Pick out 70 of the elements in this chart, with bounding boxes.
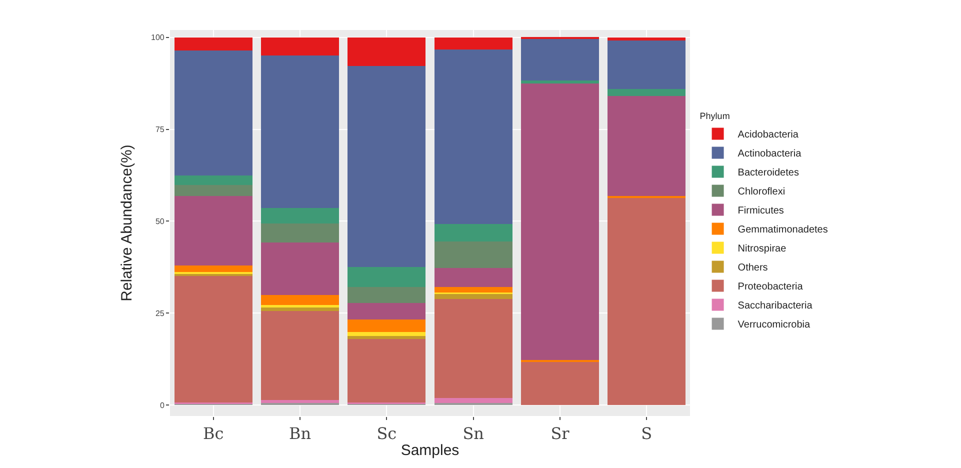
legend-label: Others	[738, 262, 768, 274]
bar	[434, 398, 512, 404]
legend-label: Chloroflexi	[738, 186, 786, 198]
bar	[434, 299, 512, 398]
legend-label: Gemmatimonadetes	[738, 224, 828, 236]
bar	[521, 80, 599, 84]
bar	[174, 184, 252, 196]
legend-label: Acidobacteria	[738, 130, 799, 141]
legend-label: Nitrospirae	[738, 244, 787, 255]
y-tick-label: 50	[155, 216, 165, 226]
bar	[521, 83, 599, 360]
bar	[608, 96, 686, 196]
y-tick-label: 100	[151, 33, 165, 42]
legend-label: Actinobacteria	[738, 148, 802, 160]
y-tick-label: 25	[155, 308, 165, 318]
bar	[348, 267, 426, 287]
bar	[434, 286, 512, 292]
bar	[261, 295, 339, 305]
bar	[261, 223, 339, 242]
bar	[348, 66, 426, 268]
bar	[608, 89, 686, 96]
bar	[348, 339, 426, 402]
y-tick-label: 0	[160, 400, 165, 410]
bar	[348, 286, 426, 304]
bar	[348, 37, 426, 66]
x-tick-label: Sn	[462, 424, 484, 444]
bar	[174, 265, 252, 272]
bar	[174, 272, 252, 274]
legend-label: Saccharibacteria	[738, 300, 813, 312]
bar	[174, 176, 252, 185]
legend-label: Verrucomicrobia	[738, 320, 810, 331]
x-tick-label: Sr	[550, 424, 570, 444]
x-tick-label: Bc	[202, 424, 224, 444]
bar	[434, 268, 512, 287]
bar	[608, 40, 686, 90]
bar	[521, 361, 599, 405]
bar	[434, 294, 512, 300]
x-tick-label: S	[641, 424, 652, 444]
bar	[348, 303, 426, 320]
bar	[434, 49, 512, 224]
bar	[521, 38, 599, 81]
bar	[261, 308, 339, 312]
bar	[434, 224, 512, 242]
bar	[261, 242, 339, 296]
bar	[261, 304, 339, 308]
legend-label: Bacteroidetes	[738, 168, 799, 179]
bar	[261, 311, 339, 400]
bar	[608, 37, 686, 41]
y-axis-title: Relative Abundance(%)	[118, 144, 136, 302]
bar	[261, 55, 339, 208]
bar	[348, 336, 426, 340]
bar	[261, 37, 339, 56]
x-axis-title: Samples	[400, 442, 460, 460]
bar	[174, 37, 252, 51]
bar	[348, 319, 426, 332]
x-tick-label: Bn	[288, 424, 312, 444]
x-tick-label: Sc	[376, 424, 397, 444]
bar	[174, 196, 252, 266]
bar	[174, 276, 252, 402]
bar	[434, 241, 512, 268]
legend-label: Firmicutes	[738, 206, 784, 217]
bar	[261, 400, 339, 404]
y-tick-label: 75	[155, 125, 165, 134]
bar	[348, 332, 426, 336]
bar	[608, 197, 686, 405]
legend-label: Proteobacteria	[738, 282, 804, 293]
bar	[174, 50, 252, 176]
bar	[261, 208, 339, 224]
legend-title: Phylum	[700, 111, 730, 122]
bar	[434, 37, 512, 50]
